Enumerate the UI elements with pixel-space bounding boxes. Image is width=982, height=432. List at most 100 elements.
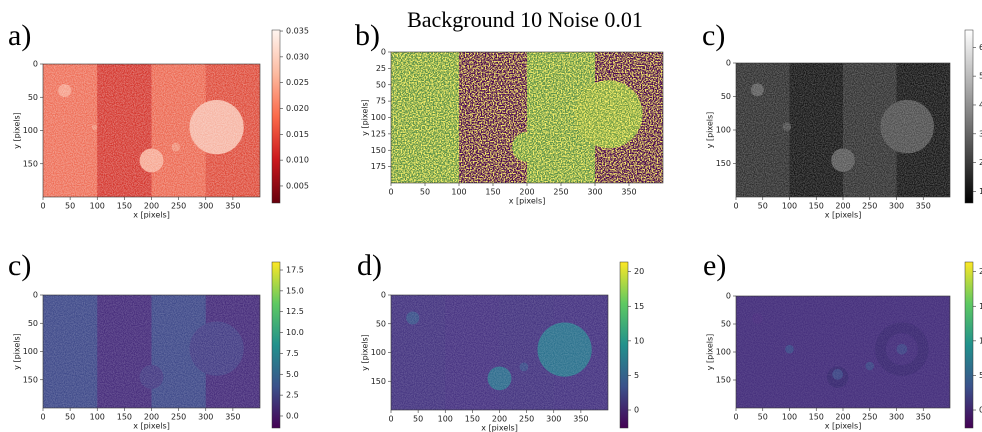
x-tick-label: 250 — [519, 415, 534, 424]
chart-title: Background 10 Noise 0.01 — [407, 7, 643, 32]
x-tick-label: 200 — [835, 413, 850, 422]
image-noise — [736, 63, 950, 197]
colorbar-tick-label: 15 — [634, 302, 644, 311]
x-tick-label: 200 — [519, 188, 534, 197]
y-tick-label: 50 — [28, 319, 38, 328]
x-tick-label: 350 — [573, 415, 588, 424]
colorbar-tick-label: 2.5 — [286, 391, 299, 400]
y-axis-label: y [pixels] — [361, 334, 370, 371]
x-tick-label: 200 — [835, 202, 850, 211]
colorbar-tick-label: 20 — [979, 267, 982, 276]
colorbar-tick-label: 10 — [979, 336, 982, 345]
x-tick-label: 300 — [198, 413, 213, 422]
colorbar-tick-label: 7.5 — [286, 349, 299, 358]
x-axis-label: x [pixels] — [133, 422, 170, 431]
y-axis-label: y [pixels] — [706, 112, 715, 149]
x-tick-label: 250 — [171, 413, 186, 422]
x-tick-label: 150 — [465, 415, 480, 424]
panel-label: a) — [8, 19, 31, 52]
panel: b) Background 10 Noise 0.01 0 50 100 150 200 25… — [355, 7, 664, 206]
colorbar-tick-label: 15 — [979, 302, 982, 311]
colorbar — [964, 29, 974, 204]
y-axis-label: y [pixels] — [13, 333, 22, 370]
y-tick-label: 50 — [376, 319, 386, 328]
y-tick-label: 50 — [28, 93, 38, 102]
y-tick-label: 150 — [716, 376, 731, 385]
x-tick-label: 50 — [413, 415, 423, 424]
y-tick-label: 150 — [716, 159, 731, 168]
x-tick-label: 300 — [546, 415, 561, 424]
x-tick-label: 100 — [438, 415, 453, 424]
colorbar-tick-label: 10.0 — [286, 328, 304, 337]
x-tick-label: 350 — [621, 188, 636, 197]
colorbar-tick-label: 3 — [979, 129, 982, 138]
x-axis-label: x [pixels] — [825, 422, 862, 431]
y-tick-label: 150 — [23, 159, 38, 168]
y-axis-label: y [pixels] — [361, 99, 370, 136]
y-tick-label: 0 — [726, 59, 731, 68]
colorbar-tick-label: 0.005 — [286, 181, 309, 190]
x-tick-label: 250 — [862, 413, 877, 422]
y-tick-label: 0 — [33, 60, 38, 69]
image-noise — [43, 295, 260, 408]
y-tick-label: 0 — [726, 292, 731, 301]
x-tick-label: 150 — [117, 413, 132, 422]
heatmap-image — [391, 295, 608, 410]
colorbar-tick-label: 5 — [634, 371, 639, 380]
x-tick-label: 50 — [758, 413, 768, 422]
x-tick-label: 350 — [916, 202, 931, 211]
x-tick-label: 100 — [451, 188, 466, 197]
colorbar-tick-label: 0.0 — [286, 411, 299, 420]
y-tick-label: 175 — [371, 162, 386, 171]
x-tick-label: 0 — [40, 413, 45, 422]
y-tick-label: 50 — [721, 320, 731, 329]
x-tick-label: 50 — [758, 202, 768, 211]
y-tick-label: 150 — [371, 377, 386, 386]
y-tick-label: 100 — [716, 126, 731, 135]
y-tick-label: 150 — [23, 375, 38, 384]
x-tick-label: 300 — [889, 413, 904, 422]
x-axis-label: x [pixels] — [509, 197, 546, 206]
x-tick-label: 150 — [485, 188, 500, 197]
x-tick-label: 250 — [553, 188, 568, 197]
y-tick-label: 100 — [716, 348, 731, 357]
x-tick-label: 150 — [809, 202, 824, 211]
heatmap-image — [43, 295, 260, 408]
y-tick-label: 25 — [376, 64, 386, 73]
x-tick-label: 200 — [144, 202, 159, 211]
colorbar — [271, 29, 281, 204]
panel-label: b) — [355, 19, 380, 52]
x-tick-label: 0 — [733, 413, 738, 422]
colorbar-tick-label: 0.015 — [286, 130, 309, 139]
x-tick-label: 300 — [889, 202, 904, 211]
panel-label: c) — [702, 19, 725, 52]
x-tick-label: 0 — [388, 415, 393, 424]
y-tick-label: 50 — [721, 92, 731, 101]
x-tick-label: 50 — [65, 413, 75, 422]
colorbar — [271, 261, 281, 429]
y-tick-label: 0 — [381, 48, 386, 57]
colorbar-tick-label: 0 — [979, 406, 982, 415]
colorbar-tick-label: 15.0 — [286, 286, 304, 295]
colorbar-tick-label: 4 — [979, 100, 982, 109]
colorbar-tick-label: 10 — [634, 336, 644, 345]
y-tick-label: 100 — [23, 126, 38, 135]
heatmap-image — [736, 63, 950, 197]
y-tick-label: 0 — [381, 291, 386, 300]
y-tick-label: 50 — [376, 80, 386, 89]
x-tick-label: 100 — [782, 413, 797, 422]
x-tick-label: 200 — [492, 415, 507, 424]
image-noise — [736, 296, 950, 408]
panel-label: c) — [8, 249, 31, 282]
x-axis-label: x [pixels] — [133, 211, 170, 220]
colorbar — [964, 261, 974, 429]
x-tick-label: 100 — [782, 202, 797, 211]
colorbar-tick-label: 20 — [634, 267, 644, 276]
heatmap-image — [43, 64, 260, 197]
x-tick-label: 50 — [420, 188, 430, 197]
x-tick-label: 300 — [198, 202, 213, 211]
colorbar-tick-label: 0.010 — [286, 156, 309, 165]
y-tick-label: 100 — [371, 113, 386, 122]
